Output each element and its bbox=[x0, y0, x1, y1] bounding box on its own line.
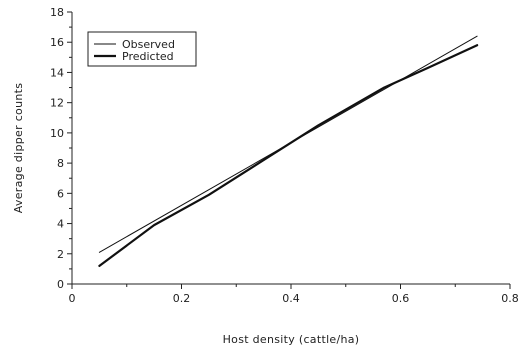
y-tick-label: 18 bbox=[50, 6, 64, 19]
y-tick-label: 0 bbox=[57, 278, 64, 291]
x-tick-label: 0.2 bbox=[173, 292, 191, 305]
x-axis-label: Host density (cattle/ha) bbox=[223, 333, 360, 346]
legend-label-predicted: Predicted bbox=[122, 50, 174, 63]
y-tick-label: 6 bbox=[57, 187, 64, 200]
legend-label-observed: Observed bbox=[122, 38, 175, 51]
series-line-predicted bbox=[98, 44, 479, 267]
series-layer bbox=[98, 35, 479, 267]
x-tick-label: 0.8 bbox=[501, 292, 519, 305]
y-tick-label: 16 bbox=[50, 36, 64, 49]
legend-box bbox=[87, 31, 197, 67]
y-tick-label: 4 bbox=[57, 218, 64, 231]
y-tick-label: 8 bbox=[57, 157, 64, 170]
y-axis-label: Average dipper counts bbox=[12, 83, 25, 214]
ticks: 0 2 4 6 8 10 12 14 16 18 0 0.2 0.4 0.6 0.8 bbox=[50, 6, 519, 305]
x-tick-label: 0.4 bbox=[282, 292, 300, 305]
y-tick-label: 12 bbox=[50, 97, 64, 110]
y-tick-label: 14 bbox=[50, 66, 64, 79]
x-tick-label: 0.6 bbox=[392, 292, 410, 305]
y-tick-label: 2 bbox=[57, 248, 64, 261]
x-tick-label: 0 bbox=[69, 292, 76, 305]
y-tick-label: 10 bbox=[50, 127, 64, 140]
